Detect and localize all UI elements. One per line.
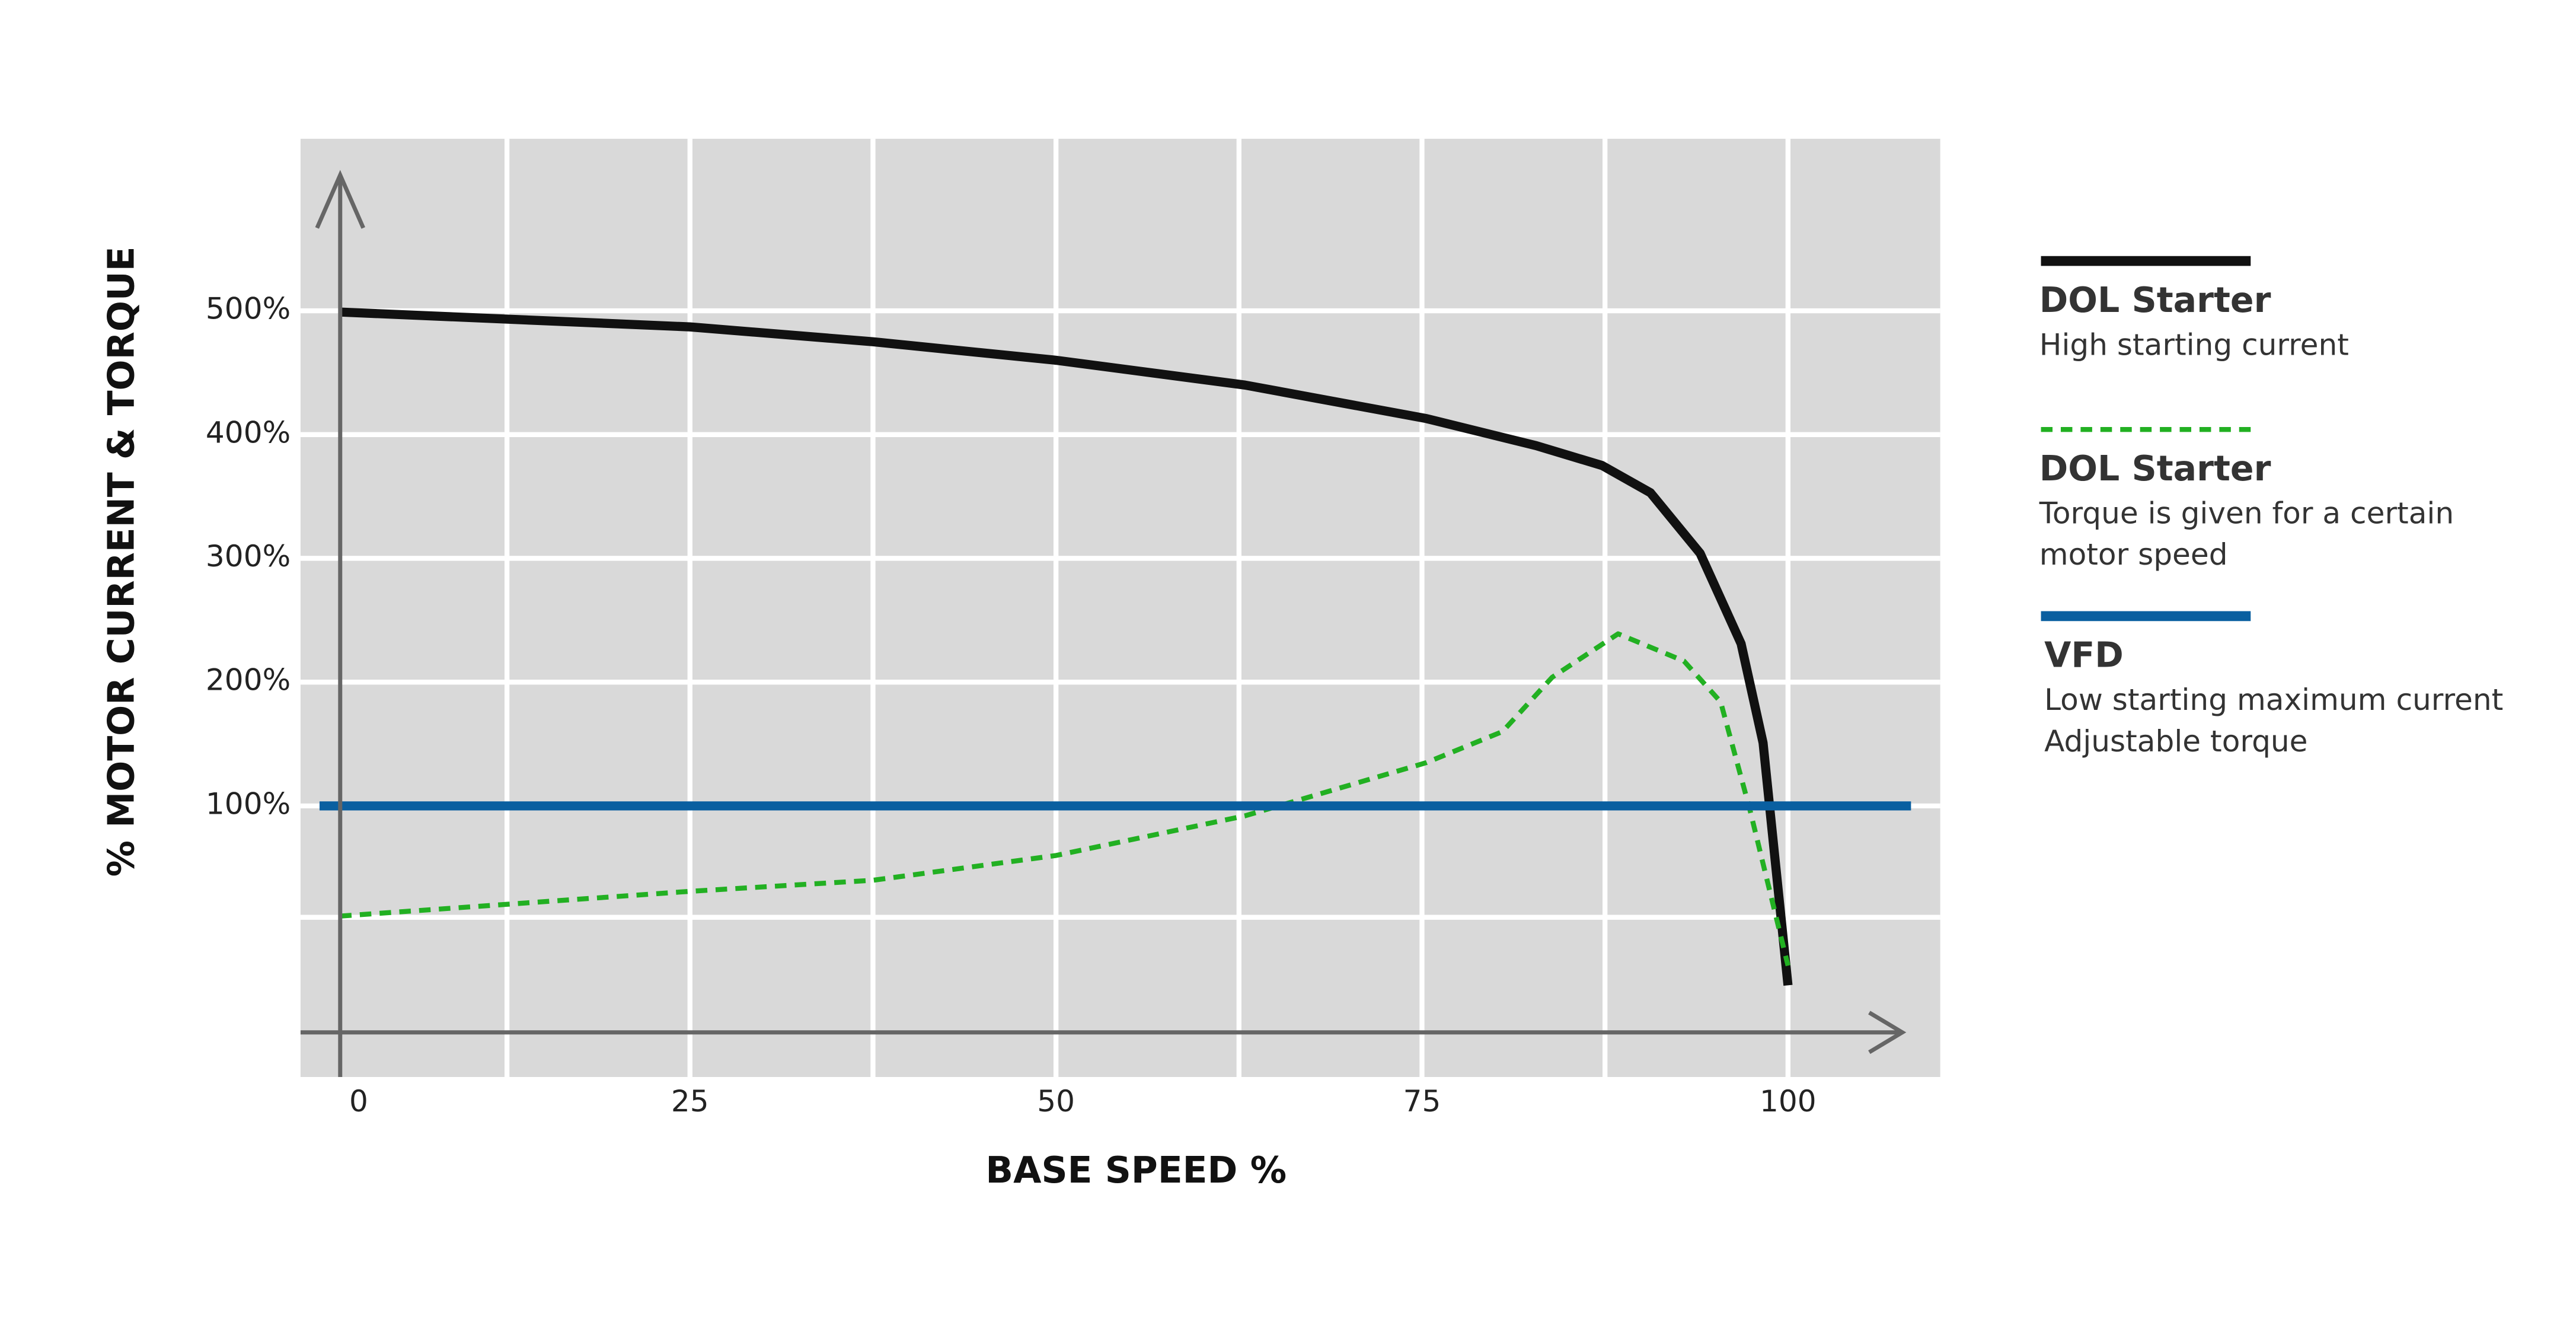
plot-background <box>300 138 1940 1077</box>
series-lines <box>319 307 1911 986</box>
axes <box>300 170 1907 1077</box>
y-axis-arrow <box>315 170 365 229</box>
y-tick-label: 400% <box>206 415 291 450</box>
series-line <box>340 307 1793 986</box>
x-axis-title: BASE SPEED % <box>985 1149 1287 1191</box>
x-tick-label: 75 <box>1403 1084 1441 1119</box>
legend-title: DOL Starter <box>2039 448 2271 489</box>
legend-description: Adjustable torque <box>2044 724 2307 759</box>
y-tick-label: 500% <box>206 291 291 326</box>
legend-description: motor speed <box>2039 537 2228 572</box>
legend: DOL Starter High starting current DOL Star… <box>2039 256 2503 759</box>
y-tick-label: 200% <box>206 662 291 697</box>
x-tick-label: 50 <box>1037 1084 1075 1119</box>
legend-title: DOL Starter <box>2039 280 2271 320</box>
legend-title: VFD <box>2044 635 2124 676</box>
legend-description: Torque is given for a certain <box>2039 495 2454 530</box>
x-tick-label: 0 <box>349 1084 368 1119</box>
x-tick-label: 100 <box>1760 1084 1817 1119</box>
legend-description: High starting current <box>2039 327 2349 362</box>
y-tick-label: 100% <box>206 786 291 821</box>
y-tick-label: 300% <box>206 539 291 573</box>
legend-description: Low starting maximum current <box>2044 682 2503 717</box>
x-axis-arrow <box>1868 1011 1907 1054</box>
y-axis-title: % MOTOR CURRENT & TORQUE <box>101 246 143 877</box>
x-tick-label: 25 <box>671 1084 709 1119</box>
